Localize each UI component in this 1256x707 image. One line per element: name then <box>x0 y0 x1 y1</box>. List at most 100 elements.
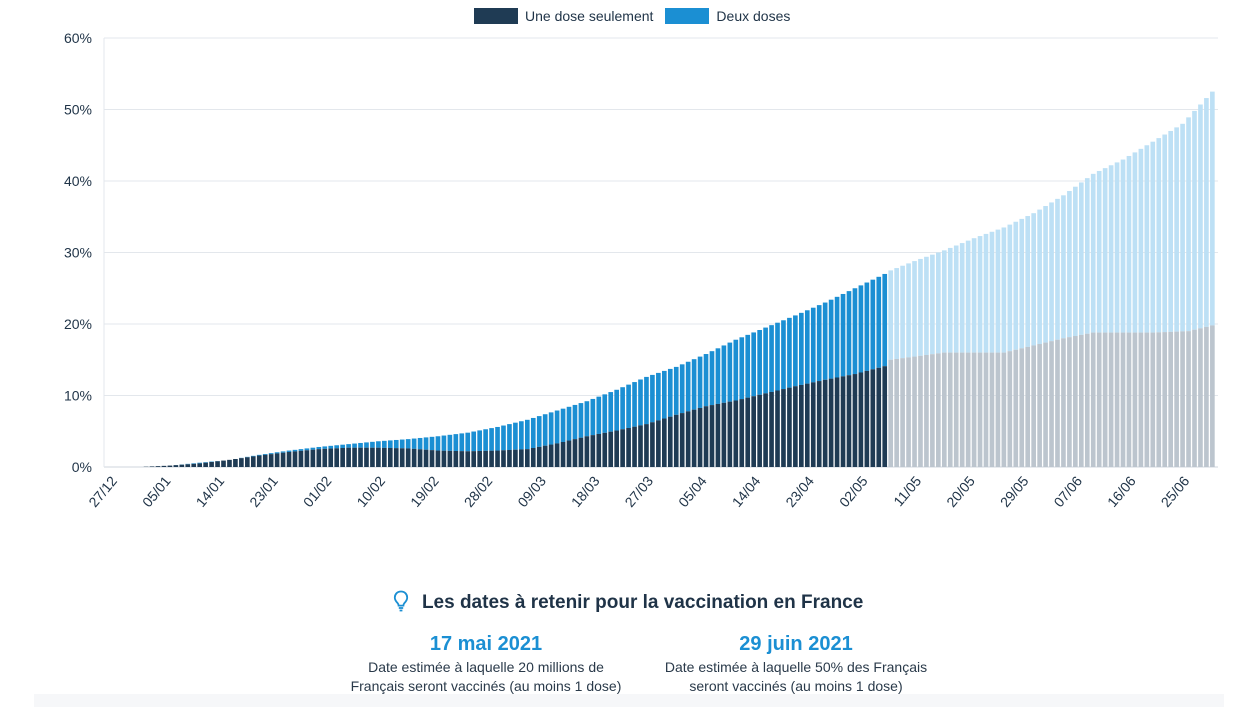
x-tick-label: 27/12 <box>85 473 120 510</box>
bar-deux-doses <box>560 408 566 442</box>
bar-une-dose <box>370 447 375 467</box>
bar-deux-doses <box>888 270 894 360</box>
bar-deux-doses <box>292 449 298 452</box>
bar-une-dose <box>900 358 905 467</box>
vaccination-chart: 0% 10% 20% 30% 40% 50% 60% 27/12 05/01 14/01 23/0… <box>64 30 1218 510</box>
bar-une-dose <box>834 377 840 467</box>
bar-une-dose <box>578 437 584 467</box>
bar-deux-doses <box>810 307 816 383</box>
bar-une-dose <box>441 450 447 467</box>
bar-une-dose <box>352 447 357 467</box>
bar-deux-doses <box>352 443 357 448</box>
key-dates-title: Les dates à retenir pour la vaccination … <box>0 590 1256 614</box>
bar-une-dose <box>1144 332 1150 467</box>
bar-deux-doses <box>262 453 268 455</box>
bar-une-dose <box>310 449 316 467</box>
bar-deux-doses <box>638 379 643 426</box>
x-tick-label: 27/03 <box>621 473 656 510</box>
bar-une-dose <box>995 352 1001 467</box>
bar-deux-doses <box>1132 152 1138 333</box>
bar-deux-doses <box>1198 104 1203 329</box>
bar-une-dose <box>1210 325 1215 467</box>
bar-deux-doses <box>787 317 792 388</box>
bar-deux-doses <box>828 299 834 379</box>
bar-deux-doses <box>1031 213 1036 346</box>
bar-une-dose <box>727 401 733 467</box>
bar-une-dose <box>983 352 989 467</box>
bar-une-dose <box>828 378 834 467</box>
x-tick-label: 01/02 <box>300 473 335 510</box>
bar-deux-doses <box>1168 130 1173 332</box>
bar-une-dose <box>1126 332 1132 467</box>
bar-deux-doses <box>1114 162 1120 333</box>
bar-deux-doses <box>769 325 774 392</box>
bar-deux-doses <box>775 322 780 391</box>
bar-une-dose <box>1055 339 1060 467</box>
x-tick-label: 05/01 <box>139 473 174 510</box>
bar-deux-doses <box>983 233 989 353</box>
bar-deux-doses <box>721 345 727 403</box>
bar-deux-doses <box>620 387 625 430</box>
date-value-50-percent: 29 juin 2021 <box>739 633 853 655</box>
bar-deux-doses <box>685 361 691 412</box>
bar-deux-doses <box>1204 98 1209 327</box>
bar-une-dose <box>471 451 477 467</box>
bar-deux-doses <box>203 462 208 463</box>
x-tick-label: 23/01 <box>246 473 281 510</box>
bar-deux-doses <box>930 254 935 355</box>
bar-deux-doses <box>1007 224 1013 352</box>
bar-deux-doses <box>709 351 715 406</box>
bar-une-dose <box>209 461 214 467</box>
bar-deux-doses <box>495 426 500 451</box>
bar-deux-doses <box>691 359 697 410</box>
x-tick-label: 02/05 <box>836 473 871 510</box>
bar-deux-doses <box>584 401 590 437</box>
bar-une-dose <box>810 382 816 467</box>
bar-une-dose <box>1180 331 1185 467</box>
x-tick-layer: 27/12 05/01 14/01 23/01 01/02 10/02 19/02 28/02… <box>85 473 1192 510</box>
bar-une-dose <box>667 416 673 467</box>
bar-une-dose <box>882 366 888 467</box>
bar-deux-doses <box>477 430 482 451</box>
date-desc-20-millions: Date estimée à laquelle 20 millions de F… <box>326 658 646 696</box>
bar-une-dose <box>239 458 244 467</box>
bar-deux-doses <box>322 446 328 449</box>
bar-deux-doses <box>1061 195 1066 339</box>
bar-une-dose <box>185 464 191 467</box>
bar-deux-doses <box>858 285 864 373</box>
bar-une-dose <box>751 396 757 467</box>
bar-deux-doses <box>1126 155 1132 333</box>
key-dates-title-text: Les dates à retenir pour la vaccination … <box>421 592 864 613</box>
bar-deux-doses <box>1067 191 1072 338</box>
bar-deux-doses <box>554 410 560 444</box>
x-tick-label: 16/06 <box>1104 473 1139 510</box>
bar-deux-doses <box>763 327 768 394</box>
bar-deux-doses <box>626 384 631 428</box>
bar-une-dose <box>626 427 631 467</box>
bar-une-dose <box>328 448 334 467</box>
bar-une-dose <box>763 393 768 467</box>
bar-une-dose <box>870 369 876 467</box>
bar-deux-doses <box>822 302 828 380</box>
bar-deux-doses <box>1156 138 1162 333</box>
bar-une-dose <box>465 451 471 467</box>
bar-deux-doses <box>411 438 417 449</box>
bar-une-dose <box>429 450 435 467</box>
bar-deux-doses <box>727 342 733 402</box>
bar-deux-doses <box>632 382 637 427</box>
bar-deux-doses <box>1120 159 1126 333</box>
bar-deux-doses <box>703 354 709 407</box>
bar-une-dose <box>382 447 387 467</box>
footer-strip <box>34 694 1224 707</box>
bar-deux-doses <box>673 366 679 415</box>
bar-deux-doses <box>1025 216 1031 347</box>
bar-deux-doses <box>1001 227 1007 353</box>
bar-une-dose <box>709 405 715 467</box>
bar-une-dose <box>495 450 500 467</box>
bar-une-dose <box>745 397 751 467</box>
bar-deux-doses <box>793 315 798 387</box>
bar-deux-doses <box>429 436 435 451</box>
bar-une-dose <box>560 441 566 467</box>
bar-deux-doses <box>864 282 870 371</box>
bar-une-dose <box>816 381 822 467</box>
